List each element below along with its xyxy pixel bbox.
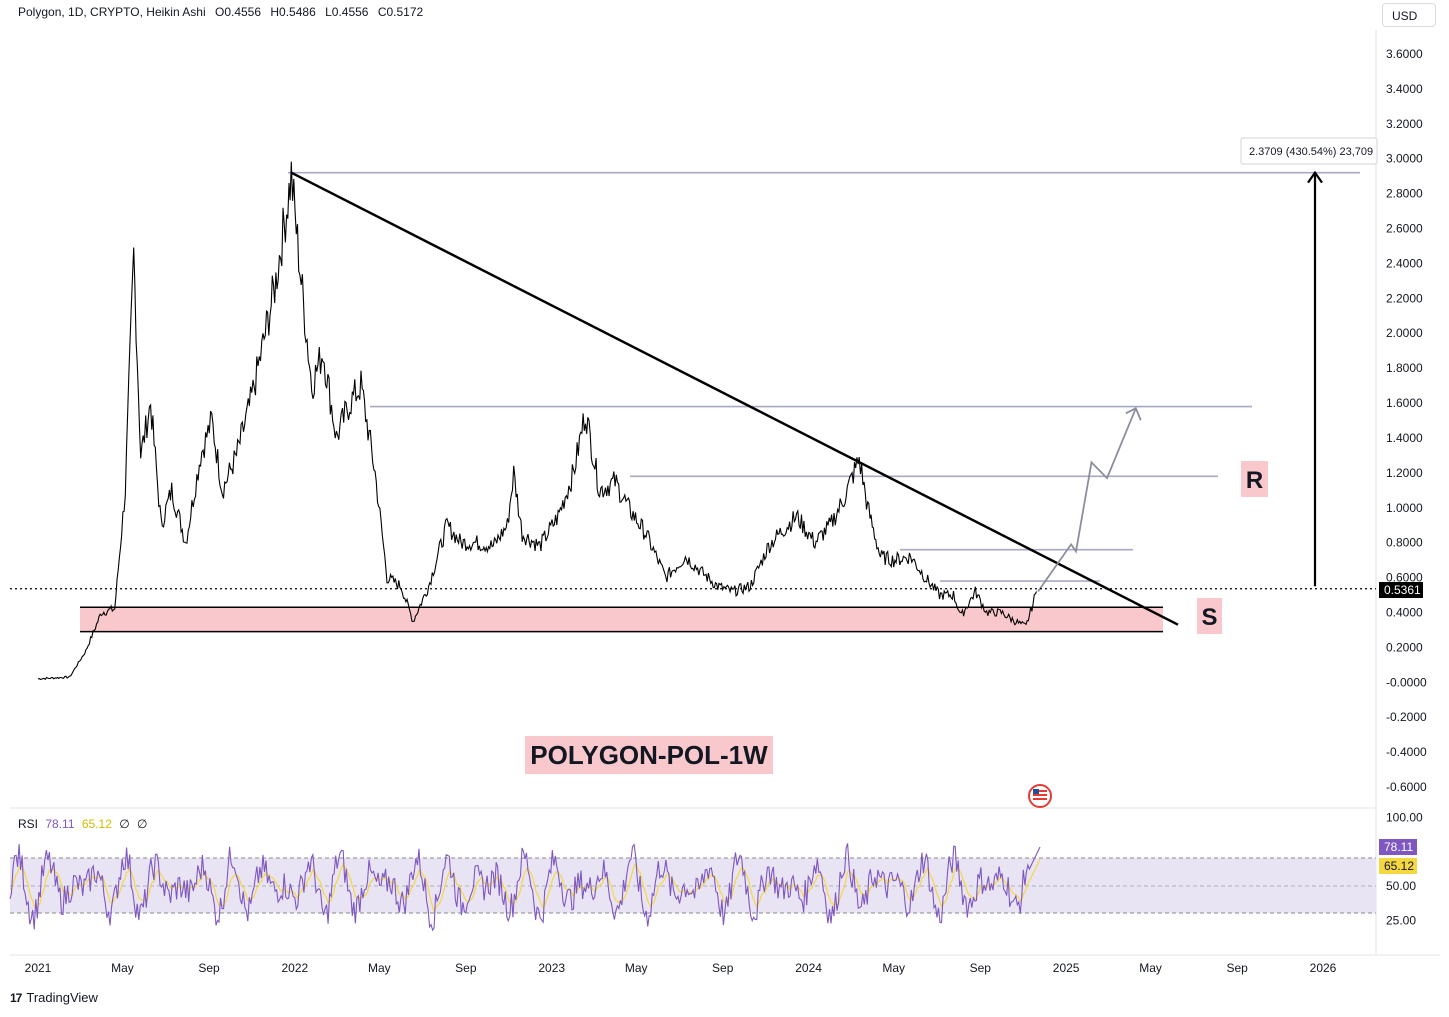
support-label-text: S xyxy=(1201,604,1217,631)
time-tick-label: Sep xyxy=(455,961,477,975)
price-tick-label: 1.8000 xyxy=(1386,361,1423,375)
open-value: O0.4556 xyxy=(214,5,262,19)
tradingview-logo[interactable]: 17 TradingView xyxy=(10,990,98,1005)
time-tick-label: 2024 xyxy=(795,961,822,975)
support-label: S xyxy=(1197,598,1222,634)
price-tick-label: 0.8000 xyxy=(1386,536,1423,550)
resistance-label-text: R xyxy=(1246,467,1263,494)
price-tick-label: 2.4000 xyxy=(1386,256,1423,270)
time-tick-label: May xyxy=(368,961,391,975)
rsi-legend: RSI 78.11 65.12 ∅ ∅ xyxy=(18,817,147,831)
price-series-line xyxy=(37,161,1038,681)
price-tick-label: 1.0000 xyxy=(1386,501,1423,515)
current-price-tag: 0.5361 xyxy=(1379,582,1423,598)
time-tick-label: 2022 xyxy=(282,961,309,975)
time-axis[interactable]: 2021 May Sep 2022 May Sep 2023 May Sep 2024 May Sep… xyxy=(25,961,1337,975)
time-tick-label: May xyxy=(882,961,905,975)
high-value: H0.5486 xyxy=(270,5,316,19)
tradingview-logo-icon: 17 xyxy=(10,990,22,1005)
rsi-value-tag: 78.11 xyxy=(1379,839,1417,855)
price-tick-label: 2.6000 xyxy=(1386,222,1423,236)
low-value: L0.4556 xyxy=(325,5,369,19)
time-tick-label: Sep xyxy=(970,961,992,975)
title-banner: POLYGON-POL-1W xyxy=(525,736,773,774)
measure-arrowhead xyxy=(1307,170,1323,184)
rsi-ma-tag: 65.12 xyxy=(1379,858,1417,874)
descending-trendline[interactable] xyxy=(290,171,1179,626)
time-tick-label: May xyxy=(1139,961,1162,975)
measure-label-text: 2.3709 (430.54%) 23,709 xyxy=(1249,146,1373,158)
rsi-param-2: ∅ xyxy=(137,817,148,831)
price-tick-label: 3.0000 xyxy=(1386,152,1423,166)
chart-legend: Polygon, 1D, CRYPTO, Heikin Ashi O0.4556… xyxy=(18,5,429,19)
rsi-axis[interactable]: 100.00 50.00 25.00 xyxy=(1386,810,1423,927)
price-tick-label: 2.0000 xyxy=(1386,326,1423,340)
price-tick-label: 1.6000 xyxy=(1386,396,1423,410)
rsi-line xyxy=(9,843,1041,932)
rsi-param-1: ∅ xyxy=(119,817,130,831)
rsi-tick-label: 50.00 xyxy=(1386,879,1416,893)
rsi-label: RSI xyxy=(18,817,39,831)
time-tick-label: Sep xyxy=(1226,961,1248,975)
resistance-label: R xyxy=(1241,461,1268,497)
rsi-tick-label: 25.00 xyxy=(1386,913,1416,927)
price-tick-label: -0.6000 xyxy=(1386,780,1427,794)
time-tick-label: Sep xyxy=(198,961,220,975)
time-tick-label: 2026 xyxy=(1310,961,1337,975)
projection-path[interactable] xyxy=(1037,407,1137,593)
measure-label: 2.3709 (430.54%) 23,709 xyxy=(1240,137,1378,165)
time-tick-label: May xyxy=(111,961,134,975)
price-tick-label: 1.2000 xyxy=(1386,466,1423,480)
time-tick-label: May xyxy=(625,961,648,975)
price-axis[interactable]: 3.6000 3.4000 3.2000 3.0000 2.8000 2.6000 2.40… xyxy=(1386,47,1427,794)
projection-arrowhead xyxy=(1125,407,1142,421)
price-tick-label: -0.4000 xyxy=(1386,745,1427,759)
symbol-label: Polygon, 1D, CRYPTO, Heikin Ashi xyxy=(18,5,206,19)
price-tick-label: -0.2000 xyxy=(1386,710,1427,724)
price-tick-label: 0.4000 xyxy=(1386,605,1423,619)
time-tick-label: 2025 xyxy=(1053,961,1080,975)
price-tick-label: -0.0000 xyxy=(1386,675,1427,689)
us-flag-icon[interactable] xyxy=(1028,784,1052,808)
price-tick-label: 3.4000 xyxy=(1386,82,1423,96)
rsi-value: 78.11 xyxy=(45,817,75,831)
price-tick-label: 3.6000 xyxy=(1386,47,1423,61)
price-tick-label: 2.8000 xyxy=(1386,187,1423,201)
price-tick-label: 2.2000 xyxy=(1386,291,1423,305)
close-value: C0.5172 xyxy=(377,5,424,19)
brand-label: TradingView xyxy=(26,990,98,1005)
price-tick-label: 1.4000 xyxy=(1386,431,1423,445)
title-banner-text: POLYGON-POL-1W xyxy=(530,740,768,770)
currency-button[interactable]: USD xyxy=(1382,3,1436,27)
time-tick-label: Sep xyxy=(712,961,734,975)
time-tick-label: 2021 xyxy=(25,961,52,975)
time-tick-label: 2023 xyxy=(538,961,565,975)
price-tick-label: 0.2000 xyxy=(1386,640,1423,654)
support-zone xyxy=(80,607,1163,632)
rsi-value-tag-text: 78.11 xyxy=(1384,840,1413,854)
price-tick-label: 3.2000 xyxy=(1386,117,1423,131)
current-price-tag-text: 0.5361 xyxy=(1384,583,1421,597)
rsi-ma-tag-text: 65.12 xyxy=(1384,859,1414,873)
rsi-tick-label: 100.00 xyxy=(1386,810,1423,824)
rsi-ma-value: 65.12 xyxy=(81,817,112,831)
price-tick-label: 0.6000 xyxy=(1386,571,1423,585)
